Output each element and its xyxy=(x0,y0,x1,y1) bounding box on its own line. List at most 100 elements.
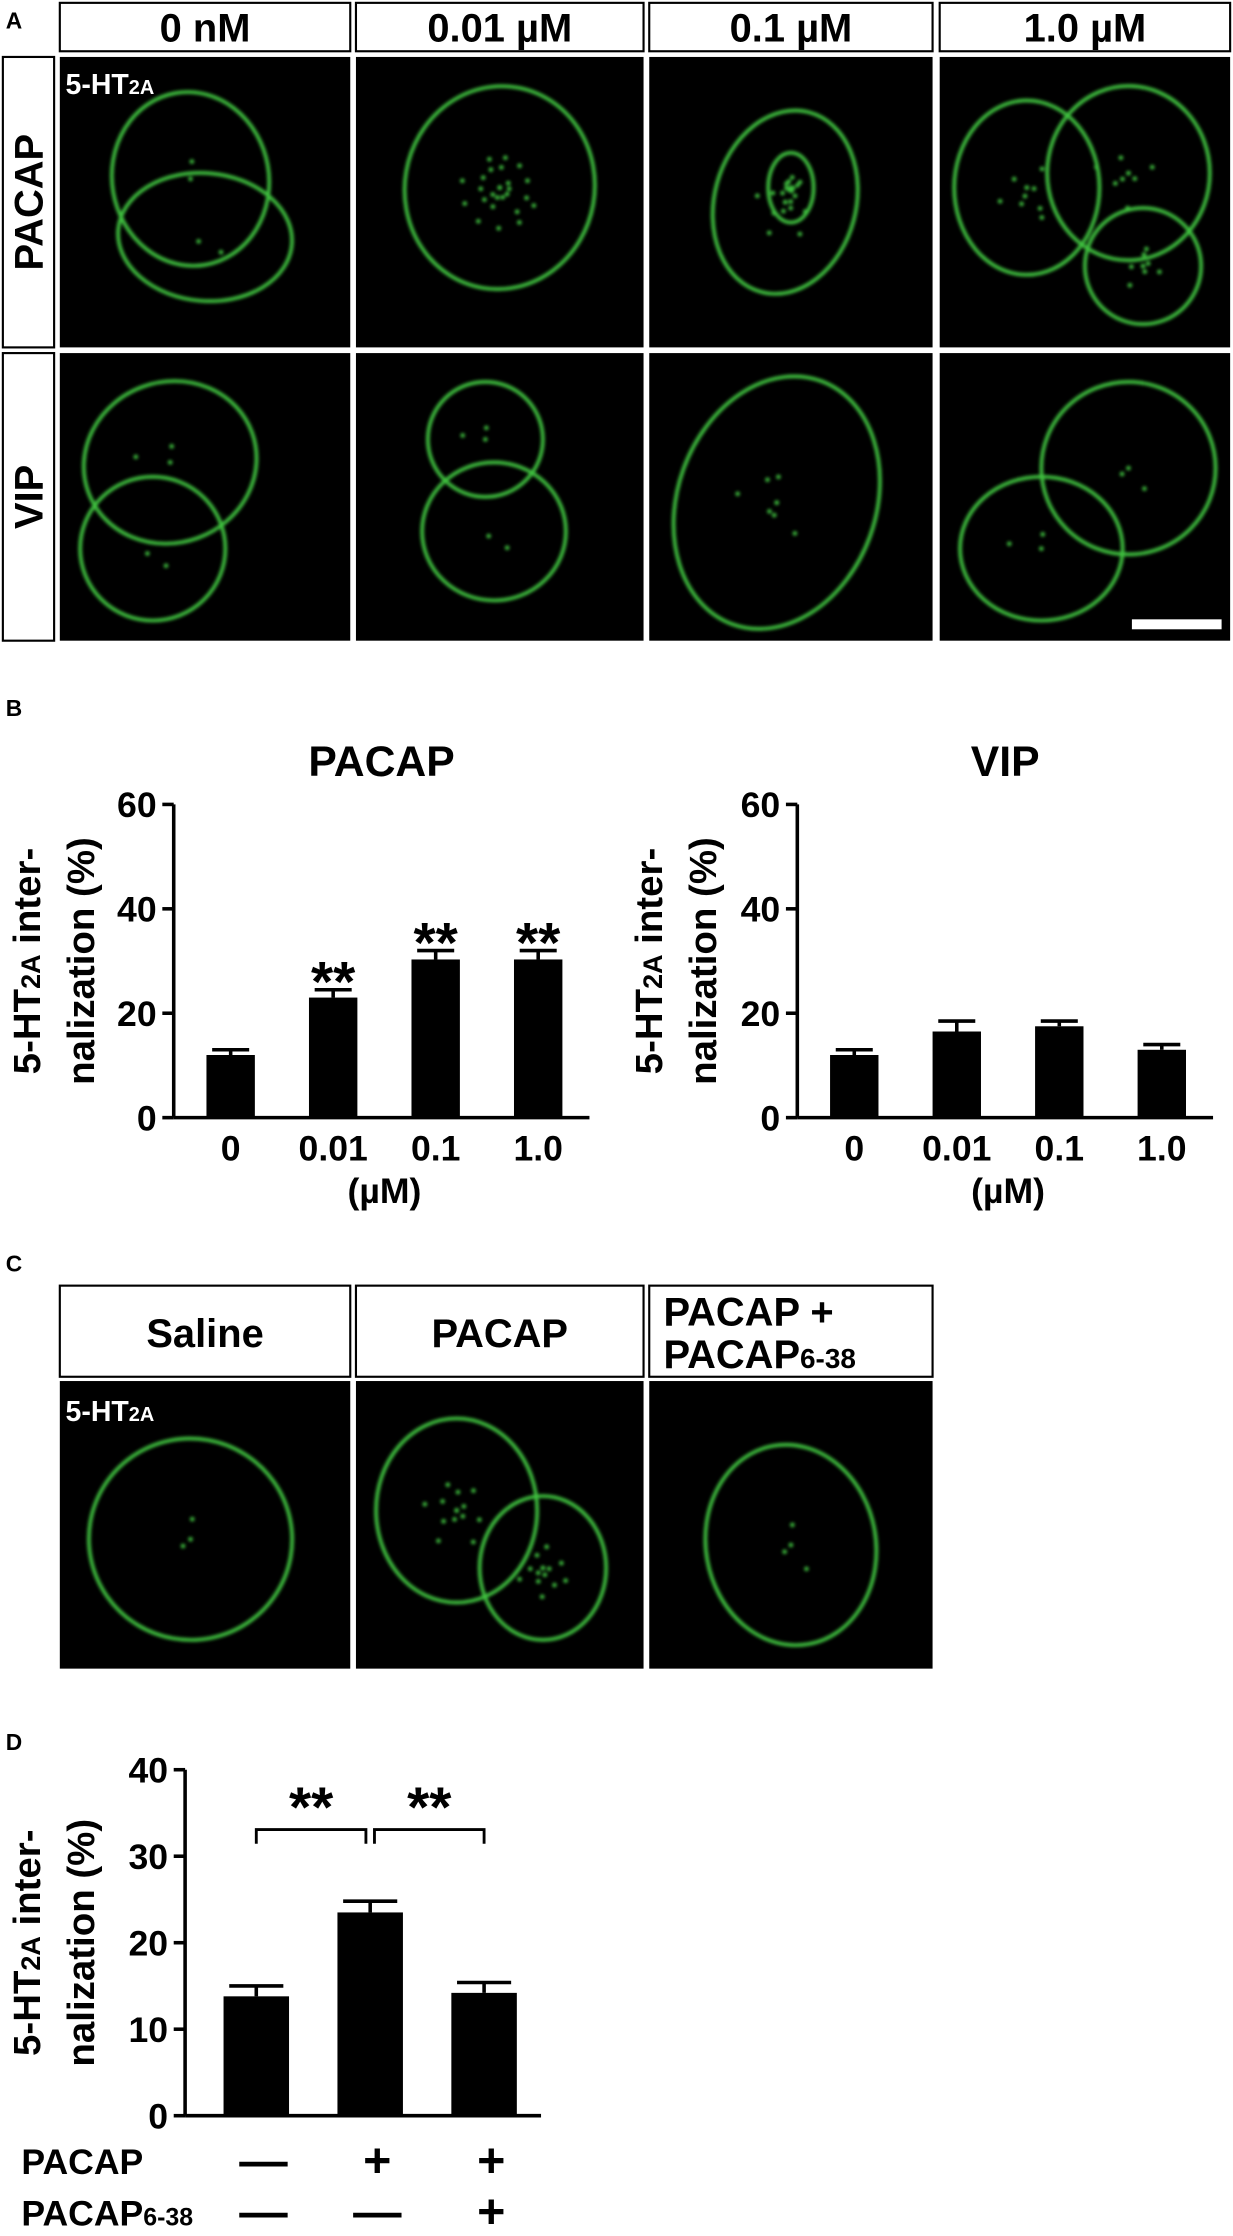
vesicle xyxy=(535,1570,541,1576)
vesicle xyxy=(1119,471,1125,477)
y-axis-label-base: 5-HT xyxy=(628,988,671,1074)
vesicle xyxy=(766,230,772,236)
vesicle xyxy=(486,533,491,539)
vesicle xyxy=(460,1514,466,1519)
column-header: 0 nM xyxy=(160,6,251,50)
treatment-label: PACAP6-38 xyxy=(21,2193,193,2233)
y-tick-label: 30 xyxy=(128,1837,168,1877)
vesicle xyxy=(460,433,465,438)
micrograph xyxy=(649,353,933,641)
treatment-sign: + xyxy=(477,2134,505,2188)
vesicle xyxy=(422,1501,428,1507)
significance: ** xyxy=(289,1776,334,1840)
vesicle xyxy=(454,1508,459,1513)
cell-signal xyxy=(710,108,860,296)
vesicle xyxy=(499,165,504,170)
vesicle xyxy=(484,425,489,431)
y-axis-label: nalization (%) xyxy=(60,1819,103,2067)
vesicle xyxy=(436,1538,441,1544)
vesicle xyxy=(441,1519,446,1524)
vesicle xyxy=(1140,263,1146,269)
y-axis-label: 5-HT2A inter- xyxy=(6,1829,49,2056)
y-axis-label-rest: inter- xyxy=(628,848,671,955)
vesicle xyxy=(1142,269,1148,274)
vesicle xyxy=(1125,205,1130,211)
bar xyxy=(308,997,358,1118)
x-tick-label: 0.01 xyxy=(299,1128,368,1168)
vesicle xyxy=(781,208,786,214)
vesicle xyxy=(536,1579,541,1584)
column-header-base: PACAP xyxy=(663,1333,800,1377)
vesicle xyxy=(188,1536,193,1542)
vesicle xyxy=(133,454,139,460)
panel-label: A xyxy=(6,7,22,33)
cell-outline xyxy=(87,1436,294,1642)
vesicle xyxy=(790,1522,795,1528)
vesicle xyxy=(1144,246,1149,252)
vesicle xyxy=(1149,164,1155,170)
vesicle xyxy=(1132,176,1138,181)
vesicle xyxy=(1129,264,1134,270)
vesicle xyxy=(440,1499,445,1504)
header-box xyxy=(1,55,56,349)
micrograph xyxy=(355,56,644,348)
cell-signal xyxy=(958,379,1218,623)
column-header: Saline xyxy=(146,1312,263,1356)
y-axis-label: nalization (%) xyxy=(60,837,103,1085)
significance: ** xyxy=(311,950,356,1014)
treatment-label-sub: 6-38 xyxy=(143,2203,193,2231)
stain-label-sub: 2A xyxy=(129,77,154,99)
cell-signal xyxy=(87,1436,294,1642)
column-header: 0.01 µM xyxy=(427,6,572,50)
header-box xyxy=(58,1284,352,1378)
vesicle xyxy=(452,1517,457,1522)
significance: ** xyxy=(414,911,459,975)
vesicle xyxy=(797,179,803,185)
vesicle xyxy=(1024,185,1030,190)
cell-outline xyxy=(1083,206,1203,327)
stain-label: 5-HT2A xyxy=(66,69,155,101)
header-box xyxy=(1,352,56,642)
x-axis-label: (µM) xyxy=(348,1171,422,1211)
vesicle xyxy=(1037,206,1043,211)
vesicle xyxy=(788,1542,794,1548)
vesicle xyxy=(169,444,174,449)
panel-label: B xyxy=(6,695,22,721)
panel-label: C xyxy=(6,1250,22,1276)
vesicle xyxy=(531,203,537,208)
cell-signal xyxy=(420,379,568,603)
cell-outline xyxy=(952,98,1102,277)
vesicle xyxy=(1157,269,1162,275)
x-tick-label: 0.1 xyxy=(1035,1128,1084,1168)
scale-bar xyxy=(1110,1650,1196,1661)
vesicle xyxy=(1019,201,1024,207)
y-axis-label-rest: inter- xyxy=(6,848,49,955)
bar xyxy=(223,1996,290,2116)
vesicle xyxy=(1120,176,1125,182)
cell-outline xyxy=(766,150,816,225)
treatment-sign: — xyxy=(239,2134,288,2188)
vesicle xyxy=(517,1576,522,1582)
cell-outline xyxy=(426,379,545,499)
vesicle xyxy=(218,249,224,255)
x-axis-label: (µM) xyxy=(971,1171,1045,1211)
vesicle xyxy=(1022,193,1028,199)
y-axis-label-base: 5-HT xyxy=(6,1970,49,2056)
vesicle xyxy=(797,231,803,237)
vesicle xyxy=(1007,541,1012,547)
vesicle xyxy=(517,163,522,169)
header-box xyxy=(354,1,645,53)
vesicle xyxy=(534,1552,540,1558)
comparison-bracket xyxy=(373,1828,486,1844)
vesicle xyxy=(802,209,808,214)
header-box xyxy=(938,1,1232,53)
vesicle xyxy=(506,186,512,192)
x-tick-label: 0.1 xyxy=(411,1128,460,1168)
cell-signal xyxy=(109,90,294,303)
vesicle xyxy=(527,1566,533,1572)
vesicle xyxy=(1127,282,1133,288)
vesicle xyxy=(524,195,529,201)
treatment-label-base: PACAP xyxy=(21,2193,143,2233)
column-header: PACAP + xyxy=(663,1291,833,1335)
cell-outline xyxy=(710,108,860,296)
